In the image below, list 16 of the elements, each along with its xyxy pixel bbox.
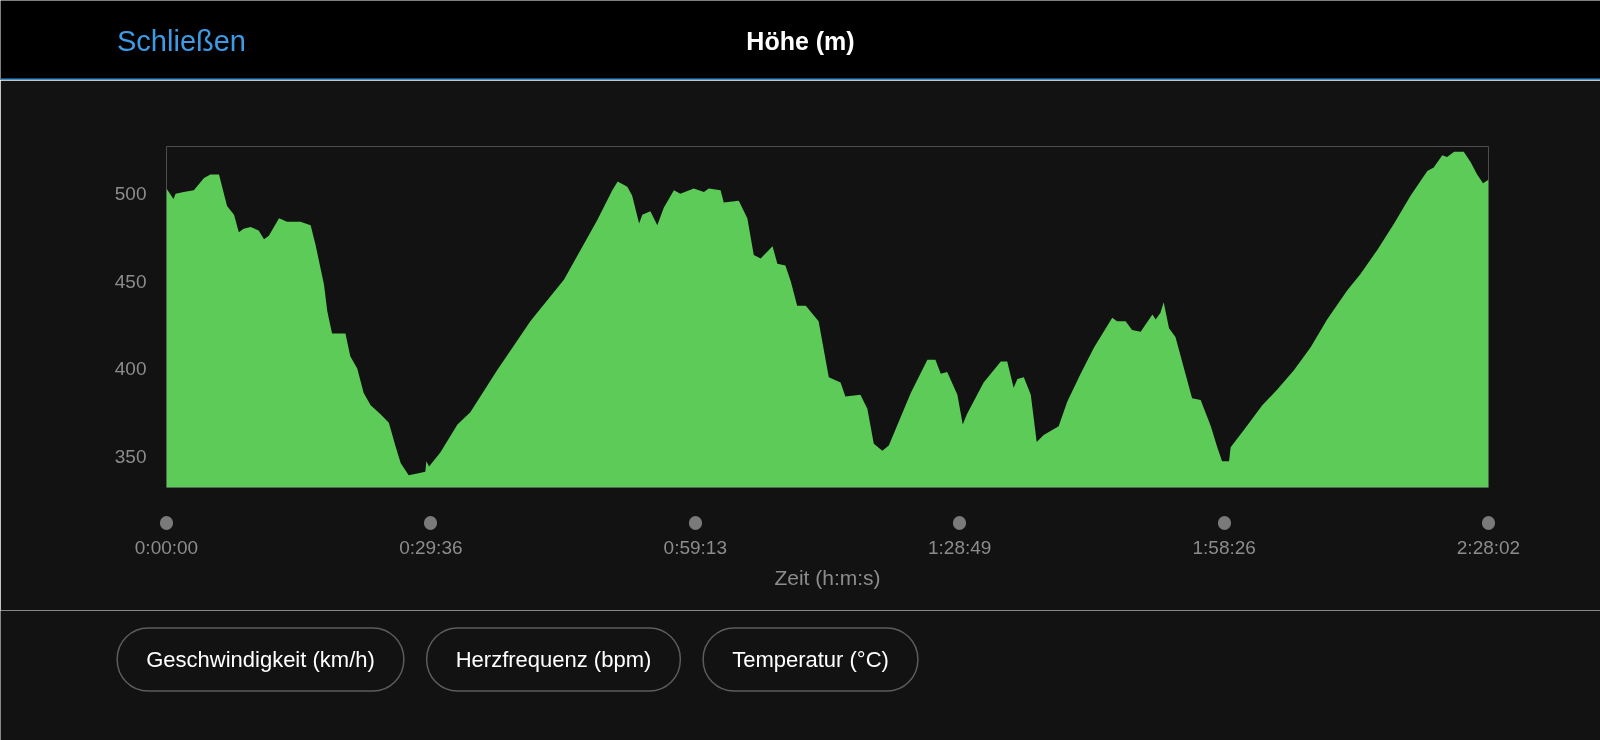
x-tick-label: 1:58:26 xyxy=(1192,536,1256,558)
text: Geschwindigkeit (km/h) xyxy=(146,647,375,672)
x-tick-label: 0:29:36 xyxy=(399,536,463,558)
x-axis-title: Zeit (h:m:s) xyxy=(774,565,881,589)
y-tick-label: 500 xyxy=(114,183,147,205)
x-tick-label: 1:28:49 xyxy=(927,536,992,558)
text: Herzfrequenz (bpm) xyxy=(455,647,652,672)
x-tick-label: 0:59:13 xyxy=(663,536,728,558)
y-tick-label: 400 xyxy=(114,358,147,380)
text: Temperatur (°C) xyxy=(732,647,889,672)
y-tick-label: 450 xyxy=(114,270,147,292)
x-tick-label: 0:00:00 xyxy=(134,536,199,558)
text: Schließen xyxy=(117,24,246,57)
x-tick-label: 2:28:02 xyxy=(1456,536,1521,558)
y-tick-label: 350 xyxy=(114,445,147,467)
chart-title: Höhe (m) xyxy=(746,26,855,55)
